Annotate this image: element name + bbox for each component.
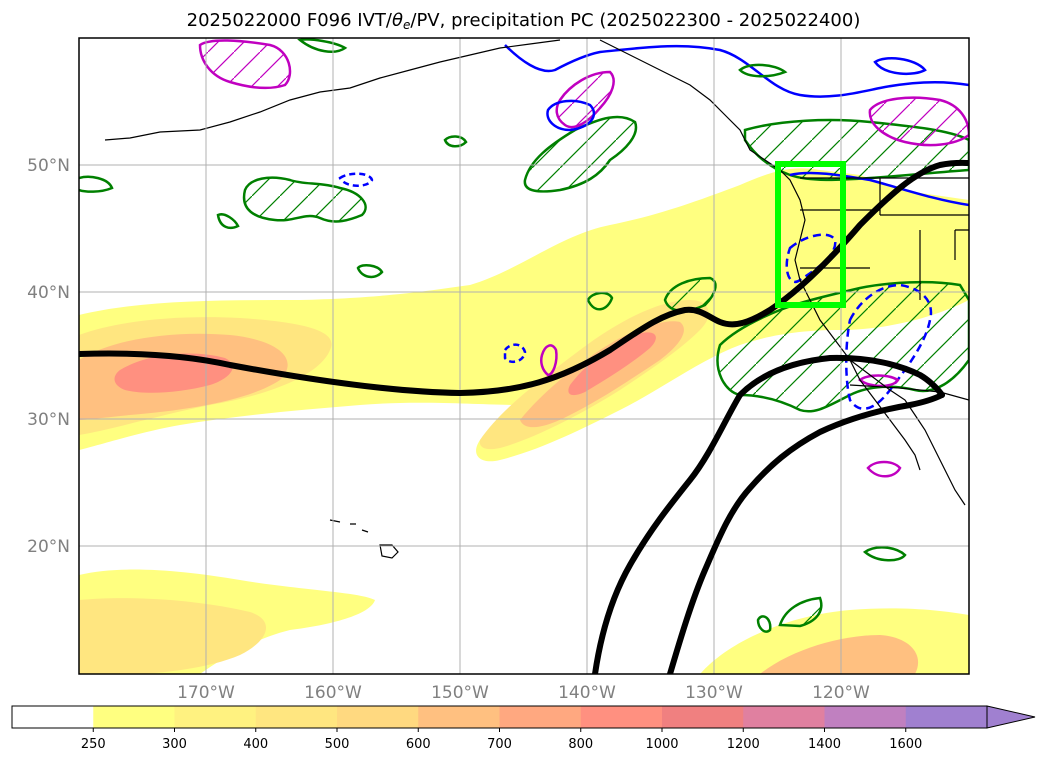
colorbar-cell: [824, 706, 907, 728]
lat-label-50: 50°N: [27, 156, 70, 176]
lat-label-20: 20°N: [27, 537, 70, 557]
jet-axis-lines: [79, 159, 969, 674]
lon-label-120w: 120°W: [812, 683, 870, 703]
precip-contour-pac: [540, 344, 558, 377]
colorbar-cell: [580, 706, 663, 728]
coastline-hawaii: [329, 519, 399, 559]
jet-axis-southern-b: [667, 392, 945, 674]
colorbar-cell: [499, 706, 582, 728]
latitude-labels: 50°N 40°N 30°N 20°N: [27, 156, 70, 557]
title-prefix: 2025022000 F096 IVT/: [186, 10, 392, 31]
colorbar-tick-label: 400: [243, 737, 268, 752]
pv-dashed-offshore: [785, 233, 837, 284]
colorbar-cell: [255, 706, 338, 728]
colorbar-tick-label: 1600: [889, 737, 922, 752]
colorbar: 250 300 400 500 600 700 800 1000 1200 1400 1600: [11, 705, 1036, 752]
lat-label-40: 40°N: [27, 283, 70, 303]
theta-e-contour-baja: [756, 615, 772, 633]
region-box: [775, 161, 846, 308]
pv-dashed-pac: [503, 343, 527, 364]
colorbar-tick-label: 300: [162, 737, 187, 752]
title-theta-subscript: e: [403, 18, 411, 32]
pv-contour-bc: [789, 171, 969, 207]
title-suffix: /PV, precipitation PC (2025022300 - 2025…: [410, 10, 861, 31]
colorbar-tick-label: 250: [81, 737, 106, 752]
theta-e-contour-top: [297, 38, 788, 78]
colorbar-cell: [12, 706, 94, 728]
map-frame: [78, 37, 970, 675]
colorbar-tick-label: 800: [568, 737, 593, 752]
precip-contour-baja: [866, 460, 902, 478]
precip-region-ak: [198, 39, 292, 90]
lon-label-130w: 130°W: [685, 683, 743, 703]
coastlines: [104, 39, 969, 559]
colorbar-cell: [418, 706, 500, 728]
colorbar-tick-label: 600: [406, 737, 431, 752]
coastline-west-na: [599, 39, 966, 506]
colorbar-tick-label: 500: [325, 737, 350, 752]
lon-label-160w: 160°W: [304, 683, 362, 703]
jet-axis-main: [79, 159, 969, 397]
pv-dashed-gulf: [338, 172, 374, 187]
theta-e-contour-pac: [586, 291, 614, 311]
precip-contour-sw: [857, 374, 900, 388]
colorbar-cell: [662, 706, 744, 728]
title-theta: θ: [391, 10, 403, 31]
coastline-alaska: [104, 39, 561, 141]
colorbar-cell: [743, 706, 825, 728]
colorbar-extend-arrow: [986, 705, 1036, 729]
theta-e-region-gulf: [242, 176, 367, 223]
colorbar-tick-label: 1000: [645, 737, 678, 752]
ivt-band-se-inner: [760, 635, 919, 674]
theta-e-contour-mex: [862, 546, 907, 562]
jet-axis-southern-a: [592, 354, 945, 674]
theta-e-contour-ak2: [216, 213, 240, 230]
lon-label-170w: 170°W: [177, 683, 235, 703]
precip-region-bc: [868, 96, 969, 147]
colorbar-tick-label: 1400: [808, 737, 841, 752]
border-us-mexico: [849, 384, 969, 401]
colorbar-cell: [174, 706, 257, 728]
colorbar-tick-label: 1200: [727, 737, 760, 752]
theta-e-contour-small: [356, 263, 384, 279]
lon-label-150w: 150°W: [431, 683, 489, 703]
lat-label-30: 30°N: [27, 410, 70, 430]
pv-contour-gulf: [546, 99, 596, 132]
map-title: 2025022000 F096 IVT/θe/PV, precipitation…: [0, 10, 1047, 32]
pv-contour-top: [873, 57, 927, 76]
pv-dashed-sw: [845, 283, 933, 410]
coastline-baja: [849, 359, 921, 471]
map-panel: 50°N 40°N 30°N 20°N 170°W 160°W 150°W 14…: [27, 37, 970, 703]
colorbar-cell: [337, 706, 419, 728]
colorbar-cell: [905, 706, 988, 728]
colorbar-cell: [93, 706, 175, 728]
lon-label-140w: 140°W: [558, 683, 616, 703]
theta-e-contour-nak: [443, 135, 468, 148]
ivt-band-south-inner: [79, 598, 267, 674]
ivt-band-250: [79, 168, 969, 462]
theta-e-region-nak: [523, 115, 638, 193]
theta-e-contour-ak: [79, 175, 114, 193]
contour-lines: [79, 38, 969, 633]
colorbar-tick-label: 700: [487, 737, 512, 752]
precip-region-nak: [555, 70, 615, 129]
longitude-labels: 170°W 160°W 150°W 140°W 130°W 120°W: [177, 683, 870, 703]
pv-contour-north: [504, 44, 969, 98]
ivt-band-500: [79, 321, 684, 428]
theta-e-region-mex: [778, 596, 823, 628]
